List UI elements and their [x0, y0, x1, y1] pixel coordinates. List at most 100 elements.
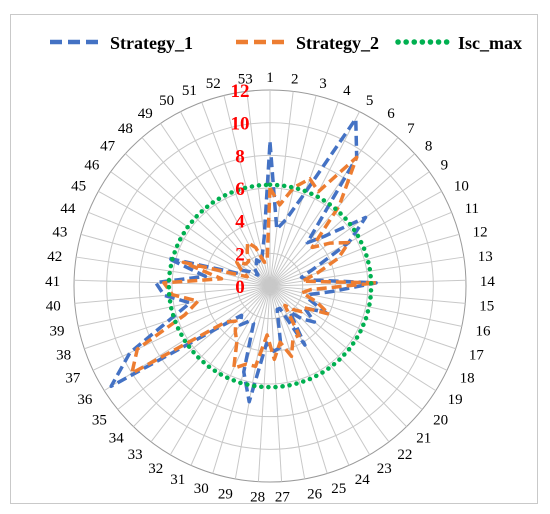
- category-label: 38: [56, 347, 71, 363]
- category-label: 27: [275, 490, 291, 506]
- category-label: 52: [206, 76, 221, 92]
- category-label: 36: [77, 392, 93, 408]
- category-label: 40: [46, 299, 61, 315]
- grid-spoke: [269, 211, 452, 287]
- grid-spoke: [150, 285, 271, 443]
- category-label: 2: [291, 72, 299, 88]
- radial-tick-label: 6: [235, 179, 245, 200]
- category-label: 21: [416, 431, 431, 447]
- category-label: 44: [60, 201, 76, 217]
- grid-spoke: [269, 190, 442, 287]
- legend-label: Strategy_1: [110, 33, 193, 53]
- radar-grid: [73, 89, 467, 483]
- grid-spoke: [180, 111, 271, 287]
- category-label: 22: [397, 447, 412, 463]
- grid-spoke: [212, 285, 271, 474]
- category-label: 12: [473, 225, 488, 241]
- grid-spoke: [269, 285, 437, 392]
- category-label: 48: [118, 121, 133, 137]
- series-line-strategy_1: [109, 117, 378, 404]
- series-layer: [109, 117, 378, 404]
- category-label: 37: [65, 370, 81, 386]
- grid-spoke: [269, 256, 464, 287]
- grid-spoke: [269, 285, 371, 456]
- category-label: 49: [138, 106, 153, 122]
- category-label: 46: [84, 158, 100, 174]
- grid-spoke: [269, 111, 360, 287]
- grid-spoke: [257, 285, 271, 482]
- category-label: 9: [441, 158, 449, 174]
- category-label: 50: [159, 93, 174, 109]
- category-label: 14: [480, 274, 496, 290]
- grid-spoke: [201, 102, 271, 287]
- category-label: 20: [433, 412, 448, 428]
- radial-tick-label: 2: [235, 244, 245, 265]
- category-label: 32: [148, 461, 163, 477]
- category-label: 42: [47, 249, 62, 265]
- category-label: 53: [238, 72, 253, 88]
- radial-tick-label: 4: [235, 212, 245, 233]
- category-label: 7: [407, 121, 415, 137]
- legend-label: Isc_max: [458, 33, 522, 53]
- grid-spoke: [269, 285, 350, 466]
- category-label: 18: [460, 370, 475, 386]
- category-label: 47: [100, 138, 116, 154]
- category-label: 35: [92, 412, 107, 428]
- grid-spoke: [269, 91, 294, 287]
- series-line-strategy_2: [130, 155, 378, 375]
- grid-spoke: [269, 285, 423, 410]
- grid-spoke: [234, 285, 271, 479]
- grid-spoke: [269, 285, 328, 474]
- category-label: 19: [448, 392, 463, 408]
- category-label: 15: [479, 299, 494, 315]
- category-label: 51: [182, 83, 197, 99]
- grid-spoke: [169, 285, 271, 456]
- grid-spoke: [160, 123, 271, 287]
- legend: Strategy_1 Strategy_2 Isc_max: [50, 33, 522, 53]
- grid-spoke: [269, 285, 456, 350]
- category-label: 31: [170, 472, 185, 488]
- grid-spoke: [269, 123, 380, 287]
- category-label: 29: [218, 487, 233, 503]
- grid-spoke: [269, 153, 415, 287]
- category-label: 6: [387, 106, 395, 122]
- category-label: 10: [454, 179, 469, 195]
- grid-spoke: [141, 137, 271, 287]
- category-label: 13: [478, 249, 493, 265]
- grid-spoke: [78, 285, 271, 327]
- category-label: 3: [319, 76, 327, 92]
- category-label: 28: [250, 490, 265, 506]
- grid-spoke: [76, 256, 271, 287]
- grid-spoke: [269, 285, 390, 443]
- category-label: 30: [194, 481, 209, 497]
- grid-spoke: [269, 285, 306, 479]
- grid-spoke: [269, 285, 466, 304]
- radial-tick-labels: 0 2 4 6 8 10 12: [231, 81, 250, 298]
- grid-spoke: [92, 285, 271, 371]
- category-label: 23: [377, 461, 392, 477]
- radial-tick-label: 8: [235, 146, 245, 167]
- category-label: 45: [71, 179, 86, 195]
- category-label: 5: [366, 93, 374, 109]
- category-label: 33: [128, 447, 143, 463]
- category-label: 41: [45, 274, 60, 290]
- grid-spoke: [110, 171, 271, 287]
- grid-spoke: [269, 285, 462, 327]
- grid-spoke: [133, 285, 271, 427]
- category-label: 24: [355, 472, 371, 488]
- category-label: 16: [476, 323, 492, 339]
- category-label: 25: [331, 481, 346, 497]
- grid-spoke: [269, 171, 430, 287]
- category-label: 1: [266, 70, 274, 86]
- category-labels: 1 2 3 4567891011121314151617181920212223242…: [45, 70, 495, 506]
- legend-label: Strategy_2: [296, 33, 379, 53]
- radial-tick-label: 12: [231, 81, 250, 102]
- grid-spoke: [88, 211, 271, 287]
- category-label: 43: [52, 225, 67, 241]
- series-line-isc_max: [166, 182, 374, 390]
- category-label: 17: [469, 347, 485, 363]
- grid-spoke: [84, 285, 271, 350]
- radial-tick-label: 10: [231, 114, 250, 135]
- category-label: 26: [307, 487, 323, 503]
